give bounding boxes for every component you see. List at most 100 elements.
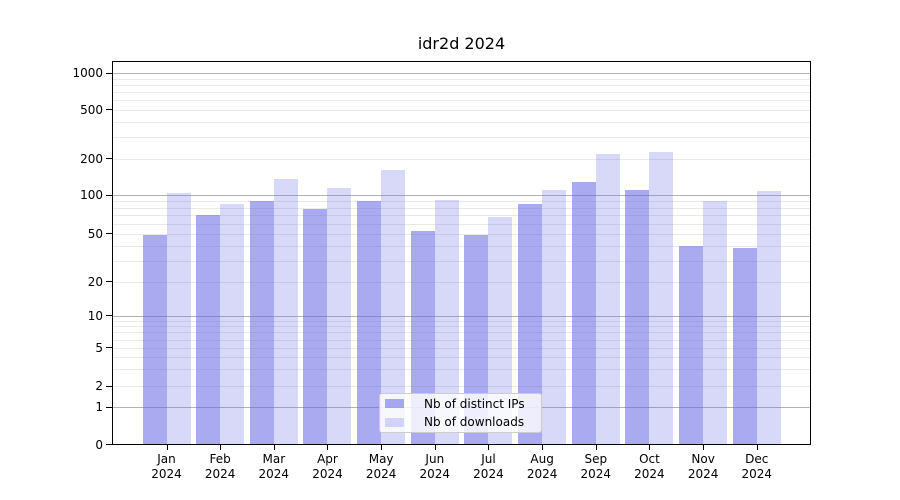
x-tick <box>703 445 705 450</box>
gridline-minor <box>113 92 810 94</box>
bar-ips-1 <box>196 215 221 444</box>
bar-ips-8 <box>571 181 596 444</box>
legend-swatch-downloads <box>385 417 404 427</box>
x-tick-label: Mar 2024 <box>258 452 290 481</box>
y-tick <box>106 444 112 445</box>
y-tick-label: 100 <box>80 188 103 203</box>
x-tick-label: Feb 2024 <box>204 452 236 481</box>
x-tick-label: Oct 2024 <box>634 452 665 481</box>
gridline-minor <box>113 215 810 217</box>
gridline-minor <box>113 332 810 334</box>
bar-downloads-10 <box>703 200 728 444</box>
x-tick <box>381 445 383 450</box>
y-tick <box>106 406 112 408</box>
y-tick <box>106 109 112 111</box>
gridline-minor <box>113 320 810 322</box>
x-tick <box>542 445 544 450</box>
legend-label: Nb of downloads <box>424 415 525 430</box>
bar-downloads-8 <box>595 153 620 444</box>
y-tick-label: 0 <box>95 437 103 452</box>
x-tick <box>756 445 758 450</box>
x-tick <box>166 445 168 450</box>
bar-downloads-2 <box>273 179 298 444</box>
bar-ips-4 <box>357 201 382 444</box>
x-tick <box>649 445 651 450</box>
gridline-minor <box>113 207 810 209</box>
x-tick-label: Apr 2024 <box>312 452 343 481</box>
x-tick <box>327 445 329 450</box>
gridline-minor <box>113 245 810 247</box>
legend-swatch-ips <box>385 399 404 409</box>
y-tick-label: 50 <box>87 226 103 241</box>
gridline-minor <box>113 260 810 262</box>
gridline-minor <box>113 386 810 388</box>
y-tick-label: 2 <box>95 379 103 394</box>
x-tick <box>488 445 490 450</box>
bar-downloads-9 <box>649 151 674 444</box>
y-tick <box>106 233 112 235</box>
bar-ips-11 <box>732 248 757 444</box>
y-tick-label: 20 <box>87 274 103 289</box>
y-tick-label: 500 <box>80 102 103 117</box>
gridline-minor <box>113 78 810 80</box>
gridline-minor <box>113 100 810 102</box>
bar-ips-10 <box>679 245 704 444</box>
x-tick <box>434 445 436 450</box>
bar-downloads-11 <box>756 190 781 444</box>
y-tick <box>106 347 112 349</box>
bar-downloads-1 <box>220 203 245 444</box>
x-tick <box>220 445 222 450</box>
bar-ips-0 <box>142 235 167 444</box>
x-tick-label: Jan 2024 <box>151 452 182 481</box>
y-tick-label: 10 <box>87 308 103 323</box>
y-tick-label: 200 <box>80 151 103 166</box>
legend-label: Nb of distinct IPs <box>424 396 525 411</box>
y-tick-label: 5 <box>95 340 103 355</box>
bar-ips-3 <box>303 209 328 444</box>
gridline-minor <box>113 158 810 160</box>
x-tick-label: Aug 2024 <box>526 452 558 481</box>
y-tick-label: 1 <box>95 400 103 415</box>
bar-ips-9 <box>625 190 650 444</box>
chart-title: idr2d 2024 <box>417 34 506 53</box>
bar-downloads-0 <box>166 192 191 444</box>
gridline-major <box>113 315 810 317</box>
bars-layer <box>113 62 810 444</box>
x-tick-label: May 2024 <box>365 452 397 481</box>
legend-item: Nb of downloads <box>380 413 541 431</box>
y-tick <box>106 281 112 283</box>
x-tick-label: Dec 2024 <box>741 452 773 481</box>
gridline-minor <box>113 326 810 328</box>
plot-area <box>112 61 811 445</box>
y-tick <box>106 194 112 196</box>
gridline-minor <box>113 347 810 349</box>
x-tick-label: Nov 2024 <box>687 452 719 481</box>
x-tick-label: Sep 2024 <box>580 452 612 481</box>
legend-item: Nb of distinct IPs <box>380 395 541 413</box>
gridline-minor <box>113 339 810 341</box>
bar-downloads-7 <box>542 189 567 444</box>
gridline-minor <box>113 201 810 203</box>
gridline-major <box>113 195 810 197</box>
gridline-minor <box>113 85 810 87</box>
y-tick <box>106 158 112 160</box>
gridline-minor <box>113 137 810 139</box>
x-tick <box>595 445 597 450</box>
x-tick-label: Jul 2024 <box>473 452 504 481</box>
y-tick <box>106 72 112 74</box>
x-tick <box>273 445 275 450</box>
y-tick-label: 1000 <box>72 66 103 81</box>
gridline-minor <box>113 357 810 359</box>
gridline-minor <box>113 233 810 235</box>
bar-ips-2 <box>249 201 274 444</box>
y-tick <box>106 315 112 317</box>
gridline-minor <box>113 109 810 111</box>
gridline-minor <box>113 281 810 283</box>
y-tick <box>106 385 112 387</box>
x-tick-label: Jun 2024 <box>419 452 451 481</box>
legend: Nb of distinct IPs Nb of downloads <box>379 393 542 433</box>
gridline-major <box>113 73 810 75</box>
gridline-minor <box>113 369 810 371</box>
gridline-minor <box>113 121 810 123</box>
